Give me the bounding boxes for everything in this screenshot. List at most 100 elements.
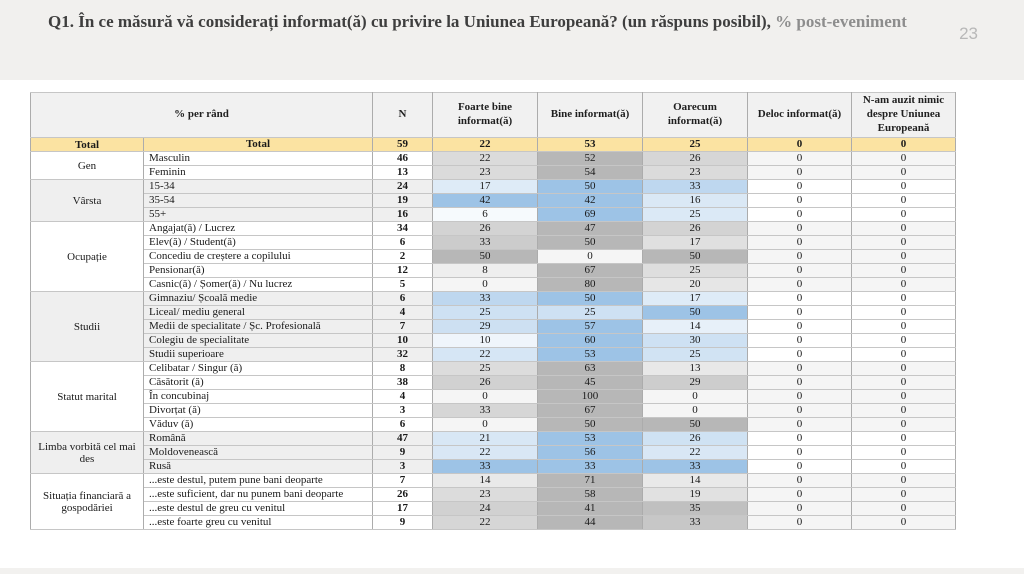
value-cell: 0 <box>747 515 852 530</box>
value-cell: 50 <box>432 249 538 264</box>
value-cell: 26 <box>642 431 748 446</box>
value-cell: 0 <box>851 375 956 390</box>
value-cell: 22 <box>642 445 748 460</box>
n-cell: 4 <box>372 389 433 404</box>
row-label-cell: 35-54 <box>143 193 373 208</box>
value-cell: 0 <box>851 305 956 320</box>
value-cell: 16 <box>642 193 748 208</box>
value-cell: 0 <box>851 473 956 488</box>
value-cell: 26 <box>642 221 748 236</box>
value-cell: 33 <box>642 515 748 530</box>
n-cell: 6 <box>372 291 433 306</box>
page-title-suffix: % post-eveniment <box>775 12 907 31</box>
n-cell: 7 <box>372 473 433 488</box>
value-cell: 0 <box>747 165 852 180</box>
table-row: ...este suficient, dar nu punem bani deo… <box>31 487 956 502</box>
group-cell: Limba vorbită cel mai des <box>30 431 144 474</box>
value-cell: 0 <box>432 417 538 432</box>
value-cell: 0 <box>851 193 956 208</box>
value-cell: 57 <box>537 319 643 334</box>
table-row: Elev(ă) / Student(ă) 6 33 50 17 0 0 <box>31 235 956 250</box>
column-header-n: N <box>372 92 433 138</box>
value-cell: 23 <box>432 487 538 502</box>
value-cell: 0 <box>851 403 956 418</box>
table-row: În concubinaj 4 0 100 0 0 0 <box>31 389 956 404</box>
value-cell: 42 <box>432 193 538 208</box>
group-cell: Total <box>30 137 144 152</box>
value-cell: 0 <box>851 221 956 236</box>
column-header-bine: Bine informat(ă) <box>537 92 643 138</box>
page-number: 23 <box>959 24 978 43</box>
value-cell: 53 <box>537 347 643 362</box>
value-cell: 0 <box>851 515 956 530</box>
value-cell: 50 <box>537 235 643 250</box>
value-cell: 25 <box>642 263 748 278</box>
value-cell: 56 <box>537 445 643 460</box>
value-cell: 17 <box>642 235 748 250</box>
row-label-cell: ...este destul, putem pune bani deoparte <box>143 473 373 488</box>
value-cell: 0 <box>537 249 643 264</box>
n-cell: 10 <box>372 333 433 348</box>
value-cell: 25 <box>432 361 538 376</box>
row-label-cell: Căsătorit (ă) <box>143 375 373 390</box>
row-label-cell: Moldovenească <box>143 445 373 460</box>
value-cell: 35 <box>642 501 748 516</box>
table-row: Situația financiară a gospodăriei ...este… <box>30 473 956 530</box>
n-cell: 2 <box>372 249 433 264</box>
table-row: 55+ 16 6 69 25 0 0 <box>31 207 956 222</box>
row-label-cell: Masculin <box>143 151 373 166</box>
value-cell: 17 <box>432 179 538 194</box>
n-cell: 16 <box>372 207 433 222</box>
value-cell: 0 <box>747 179 852 194</box>
value-cell: 50 <box>537 417 643 432</box>
value-cell: 25 <box>642 137 748 152</box>
value-cell: 50 <box>642 417 748 432</box>
table-row: Colegiu de specialitate 10 10 60 30 0 0 <box>31 333 956 348</box>
table-row: Concediu de creștere a copilului 2 50 0 50 0 0 <box>31 249 956 264</box>
table-row: Rusă 3 33 33 33 0 0 <box>31 459 956 474</box>
value-cell: 0 <box>851 333 956 348</box>
value-cell: 0 <box>432 277 538 292</box>
value-cell: 0 <box>432 389 538 404</box>
row-label-cell: ...este suficient, dar nu punem bani deo… <box>143 487 373 502</box>
value-cell: 0 <box>851 487 956 502</box>
value-cell: 0 <box>851 207 956 222</box>
table-row: Liceal/ mediu general 4 25 25 50 0 0 <box>31 305 956 320</box>
page-title-main: Q1. În ce măsură vă considerați informat… <box>48 12 776 31</box>
total-row: Total Total 59 22 53 25 0 0 <box>30 137 956 152</box>
value-cell: 50 <box>537 179 643 194</box>
column-header-per-rand: % per rând <box>30 92 373 138</box>
value-cell: 33 <box>432 235 538 250</box>
value-cell: 71 <box>537 473 643 488</box>
table-row: Casnic(ă) / Șomer(ă) / Nu lucrez 5 0 80 20 0 0 <box>31 277 956 292</box>
value-cell: 8 <box>432 263 538 278</box>
row-label-cell: Rusă <box>143 459 373 474</box>
n-cell: 4 <box>372 305 433 320</box>
table-row: Căsătorit (ă) 38 26 45 29 0 0 <box>31 375 956 390</box>
n-cell: 9 <box>372 515 433 530</box>
results-table: % per rând N Foarte bine informat(ă) Bin… <box>30 92 956 530</box>
value-cell: 0 <box>747 389 852 404</box>
value-cell: 0 <box>747 403 852 418</box>
value-cell: 25 <box>537 305 643 320</box>
value-cell: 52 <box>537 151 643 166</box>
value-cell: 0 <box>747 151 852 166</box>
value-cell: 58 <box>537 487 643 502</box>
value-cell: 25 <box>642 207 748 222</box>
value-cell: 0 <box>747 249 852 264</box>
n-cell: 26 <box>372 487 433 502</box>
column-header-nam-auzit: N-am auzit nimic despre Uniunea European… <box>851 92 956 138</box>
row-label-cell: Pensionar(ă) <box>143 263 373 278</box>
table-row: Pensionar(ă) 12 8 67 25 0 0 <box>31 263 956 278</box>
value-cell: 50 <box>642 249 748 264</box>
table-header: % per rând N Foarte bine informat(ă) Bin… <box>30 92 956 138</box>
n-cell: 32 <box>372 347 433 362</box>
value-cell: 0 <box>747 347 852 362</box>
value-cell: 67 <box>537 403 643 418</box>
value-cell: 0 <box>851 445 956 460</box>
value-cell: 0 <box>747 207 852 222</box>
header-row: % per rând N Foarte bine informat(ă) Bin… <box>30 92 956 138</box>
table-row: 35-54 19 42 42 16 0 0 <box>31 193 956 208</box>
table-row: Statut marital Celibatar / Singur (ă) 8 25 6… <box>30 361 956 432</box>
value-cell: 0 <box>851 361 956 376</box>
